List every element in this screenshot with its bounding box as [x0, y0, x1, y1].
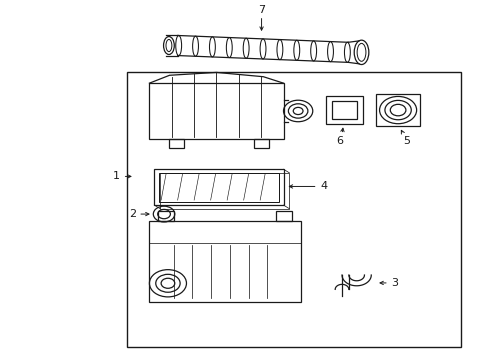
Text: 7: 7: [258, 5, 264, 15]
Text: 1: 1: [113, 171, 120, 181]
Bar: [168, 139, 183, 148]
Bar: [154, 169, 283, 205]
Bar: [254, 139, 268, 148]
Text: 4: 4: [320, 181, 326, 192]
Bar: [160, 173, 289, 209]
Text: 6: 6: [335, 136, 343, 146]
Bar: [158, 211, 173, 221]
Bar: [149, 83, 283, 139]
Bar: [159, 173, 278, 202]
Bar: [276, 211, 291, 221]
Bar: [127, 72, 461, 347]
Bar: [375, 94, 419, 126]
Text: 2: 2: [129, 209, 136, 219]
Bar: [325, 96, 362, 124]
Text: 3: 3: [390, 278, 397, 288]
Bar: [149, 221, 300, 302]
Text: 5: 5: [402, 136, 409, 146]
Bar: [331, 101, 356, 120]
